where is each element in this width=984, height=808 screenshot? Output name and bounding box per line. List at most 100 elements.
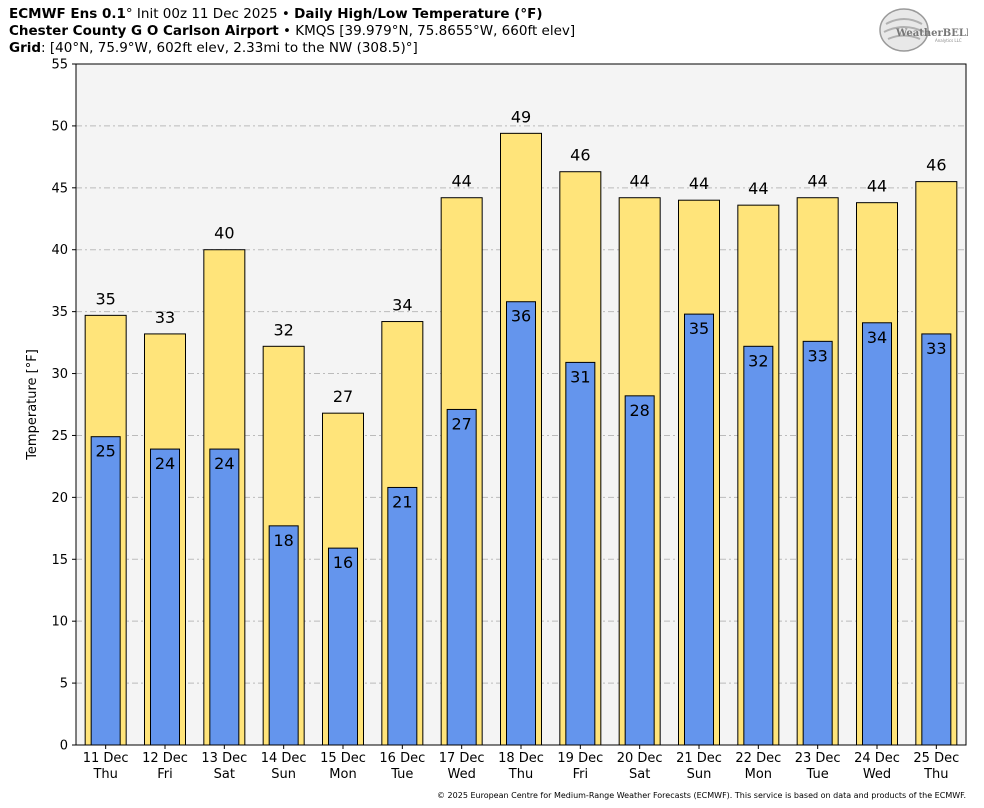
x-date-label: 18 Dec (498, 751, 544, 766)
high-value-label: 44 (748, 179, 768, 198)
x-day-label: Thu (508, 767, 533, 782)
y-tick-label: 50 (51, 119, 68, 134)
low-value-label: 24 (214, 454, 234, 473)
x-day-label: Wed (447, 767, 475, 782)
x-date-label: 16 Dec (379, 751, 425, 766)
low-value-label: 28 (629, 401, 649, 420)
high-value-label: 46 (926, 156, 946, 175)
y-tick-label: 35 (51, 305, 68, 320)
low-bar (802, 340, 833, 746)
header-line-2: Chester County G O Carlson Airport • KMQ… (9, 23, 575, 40)
x-date-label: 15 Dec (320, 751, 366, 766)
x-day-label: Mon (329, 767, 356, 782)
low-value-label: 21 (392, 492, 412, 511)
low-value-label: 18 (273, 531, 293, 550)
high-value-label: 35 (95, 289, 115, 308)
high-value-label: 27 (333, 387, 353, 406)
low-bar (387, 486, 418, 746)
x-date-label: 25 Dec (913, 751, 959, 766)
y-tick-label: 10 (51, 615, 68, 630)
low-bar (506, 301, 536, 746)
x-day-label: Sun (271, 767, 296, 782)
degree-mark: ° (125, 6, 133, 22)
high-value-label: 34 (392, 296, 412, 315)
low-value-label: 33 (926, 339, 946, 358)
x-day-label: Tue (806, 767, 829, 782)
low-bar (743, 345, 774, 746)
x-day-label: Fri (157, 767, 173, 782)
logo-subtext: Analytics LLC (935, 38, 962, 43)
y-tick-label: 45 (51, 181, 68, 196)
high-value-label: 46 (570, 146, 590, 165)
low-bar (862, 322, 892, 746)
x-date-label: 19 Dec (557, 751, 603, 766)
low-value-label: 36 (511, 307, 531, 326)
x-day-label: Tue (390, 767, 413, 782)
y-tick-label: 40 (51, 243, 68, 258)
x-date-label: 14 Dec (261, 751, 307, 766)
high-value-label: 44 (867, 177, 887, 196)
high-value-label: 44 (629, 172, 649, 191)
x-date-label: 11 Dec (83, 751, 129, 766)
x-day-label: Sat (214, 767, 235, 782)
copyright-notice: © 2025 European Centre for Medium-Range … (437, 791, 966, 800)
station-name: Chester County G O Carlson Airport (9, 23, 279, 39)
header-line-3: Grid: [40°N, 75.9°W, 602ft elev, 2.33mi … (9, 40, 418, 57)
weatherbell-logo: WeatherBELL Analytics LLC (879, 8, 968, 52)
x-date-label: 13 Dec (201, 751, 247, 766)
low-value-label: 25 (95, 442, 115, 461)
y-axis-label: Temperature [°F] (25, 349, 40, 461)
x-date-label: 20 Dec (617, 751, 663, 766)
low-bar (150, 448, 180, 746)
x-day-label: Thu (923, 767, 948, 782)
grid-details: : [40°N, 75.9°W, 602ft elev, 2.33mi to t… (41, 40, 418, 56)
low-bar (684, 313, 714, 746)
high-value-label: 44 (807, 172, 827, 191)
low-value-label: 32 (748, 351, 768, 370)
high-value-label: 44 (689, 174, 709, 193)
x-date-label: 23 Dec (795, 751, 841, 766)
low-bar (268, 525, 299, 746)
low-value-label: 33 (807, 346, 827, 365)
y-tick-label: 25 (51, 429, 68, 444)
x-date-label: 22 Dec (735, 751, 781, 766)
high-value-label: 44 (451, 172, 471, 191)
high-value-label: 32 (273, 320, 293, 339)
logo-text: WeatherBELL (895, 28, 968, 39)
high-value-label: 40 (214, 224, 234, 243)
x-date-label: 21 Dec (676, 751, 722, 766)
low-bar (328, 547, 358, 746)
plot-frame (75, 63, 967, 746)
y-tick-label: 20 (51, 491, 68, 506)
y-tick-label: 15 (51, 553, 68, 568)
y-tick-label: 0 (60, 739, 68, 754)
grid-label: Grid (9, 40, 42, 56)
header-line-1: ECMWF Ens 0.1° Init 00z 11 Dec 2025 • Da… (9, 6, 543, 23)
low-bar (565, 361, 596, 746)
y-tick-label: 55 (51, 58, 68, 73)
y-tick-label: 5 (60, 677, 68, 692)
high-value-label: 49 (511, 107, 531, 126)
low-bar (624, 395, 655, 746)
x-day-label: Mon (745, 767, 772, 782)
station-details: • KMQS [39.979°N, 75.8655°W, 660ft elev] (278, 23, 576, 39)
x-date-label: 12 Dec (142, 751, 188, 766)
x-date-label: 17 Dec (439, 751, 485, 766)
high-value-label: 33 (155, 308, 175, 327)
low-bar (90, 436, 121, 746)
low-value-label: 16 (333, 553, 353, 572)
x-day-label: Sun (687, 767, 712, 782)
low-bar (209, 448, 240, 746)
low-bar (446, 408, 477, 746)
y-tick-label: 30 (51, 367, 68, 382)
low-value-label: 27 (451, 414, 471, 433)
x-day-label: Thu (92, 767, 117, 782)
low-value-label: 35 (689, 319, 709, 338)
low-value-label: 31 (570, 367, 590, 386)
low-value-label: 34 (867, 328, 887, 347)
x-day-label: Wed (863, 767, 891, 782)
x-day-label: Sat (629, 767, 650, 782)
init-time: Init 00z 11 Dec 2025 • (132, 6, 295, 22)
x-day-label: Fri (573, 767, 589, 782)
